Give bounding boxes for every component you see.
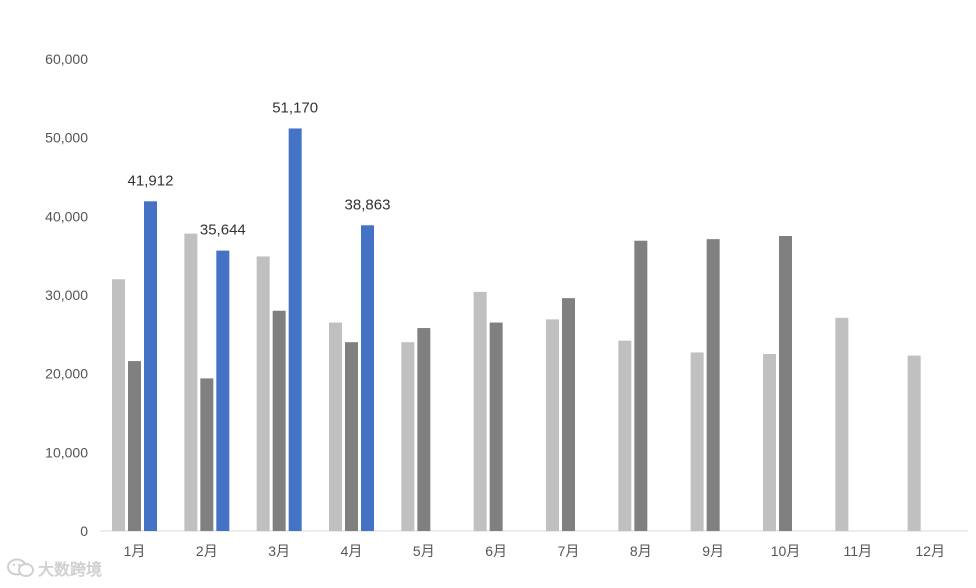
y-tick-label: 20,000: [45, 366, 88, 382]
bar-series-2: [417, 328, 431, 531]
x-tick-label: 3月: [268, 543, 290, 559]
bars-group: [112, 128, 921, 532]
bar-series-2: [345, 342, 358, 531]
bar-series-2: [634, 240, 648, 531]
bar-series-1: [907, 355, 921, 531]
bar-series-1: [112, 279, 125, 531]
bar-series-1: [401, 342, 415, 531]
bar-series-1: [329, 322, 342, 531]
x-tick-label: 1月: [124, 543, 146, 559]
y-tick-label: 0: [80, 523, 88, 539]
x-tick-label: 6月: [485, 543, 507, 559]
bar-series-2: [200, 378, 214, 531]
bar-series-2: [562, 298, 575, 531]
data-label: 41,912: [128, 172, 174, 189]
bar-series-3: [144, 201, 157, 531]
x-tick-label: 9月: [702, 543, 724, 559]
x-tick-label: 8月: [630, 543, 652, 559]
bar-series-1: [618, 340, 632, 531]
x-tick-label: 10月: [771, 543, 801, 559]
y-tick-label: 50,000: [45, 130, 88, 146]
x-tick-label: 12月: [915, 543, 945, 559]
bar-series-1: [546, 319, 559, 531]
data-labels-group: 41,912 35,644 51,170 38,863: [128, 99, 391, 238]
y-tick-label: 30,000: [45, 287, 88, 303]
y-tick-label: 60,000: [45, 51, 88, 67]
watermark-text: 大数跨境: [38, 562, 103, 579]
data-label: 38,863: [345, 196, 391, 213]
data-label: 35,644: [200, 222, 246, 239]
x-axis: 1月 2月 3月 4月 5月 6月 7月 8月 9月 10月 11月 12月: [124, 543, 945, 559]
bar-series-2: [128, 361, 141, 531]
x-tick-label: 11月: [844, 543, 873, 559]
bar-series-3: [361, 225, 374, 531]
bar-series-1: [690, 352, 704, 531]
bar-series-1: [184, 233, 198, 531]
bar-series-3: [216, 250, 230, 532]
bar-series-2: [489, 322, 503, 531]
x-tick-label: 5月: [413, 543, 435, 559]
y-tick-label: 40,000: [45, 208, 88, 224]
bar-series-1: [256, 256, 270, 531]
bar-series-3: [288, 128, 302, 532]
x-tick-label: 7月: [558, 543, 580, 559]
bar-series-2: [706, 239, 720, 531]
bar-series-2: [272, 310, 286, 531]
x-tick-label: 2月: [196, 543, 218, 559]
x-tick-label: 4月: [341, 543, 363, 559]
y-axis: 0 10,000 20,000 30,000 40,000 50,000 60,000: [45, 51, 88, 539]
wechat-logo-icon: [7, 558, 34, 577]
bar-series-1: [763, 354, 776, 531]
bar-series-1: [473, 291, 487, 531]
data-label: 51,170: [272, 99, 318, 116]
bar-series-1: [835, 317, 849, 531]
bar-series-2: [779, 236, 792, 531]
watermark: 大数跨境: [6, 556, 102, 580]
y-tick-label: 10,000: [45, 444, 88, 460]
